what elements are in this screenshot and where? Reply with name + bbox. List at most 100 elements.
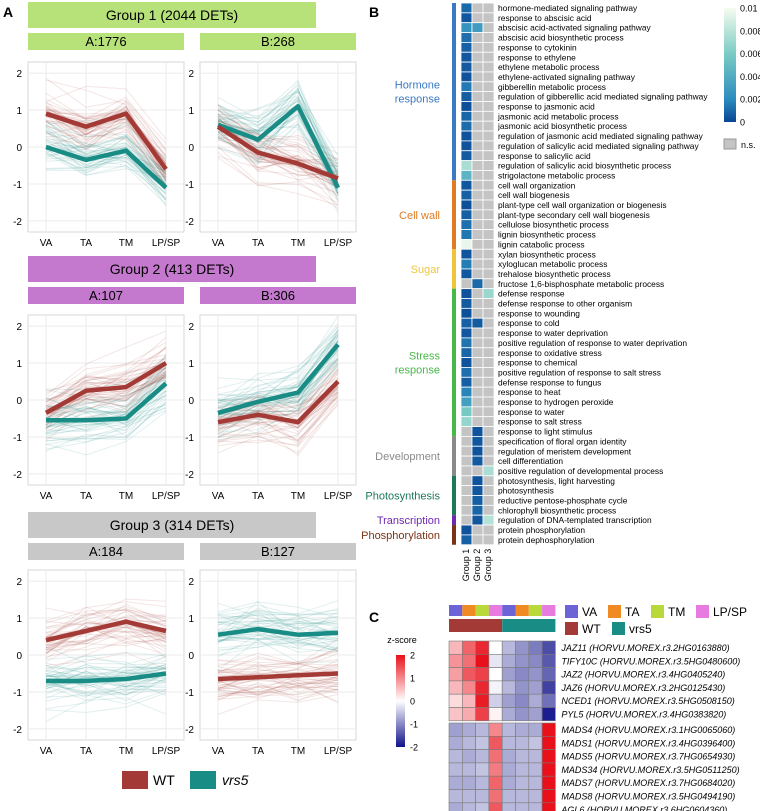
- trajectory-line: [45, 598, 167, 629]
- trajectory-line: [217, 633, 339, 653]
- zscore-cell: [501, 762, 516, 777]
- zscore-cell: [528, 789, 543, 804]
- go-cell: [460, 288, 473, 299]
- trajectory-line: [45, 655, 167, 678]
- y-tick-label: 0: [188, 143, 194, 154]
- trajectory-line: [45, 100, 167, 150]
- column-label: Group 1: [461, 549, 471, 582]
- trajectory-line: [217, 682, 339, 704]
- gene-label: JAZ2 (HORVU.MOREX.r3.4HG0405240): [560, 670, 725, 680]
- zscore-cell: [461, 693, 476, 708]
- gene-label: JAZ6 (HORVU.MOREX.r3.2HG0125430): [560, 683, 725, 693]
- category-bar: [452, 525, 456, 545]
- zscore-cell: [541, 802, 556, 811]
- go-cell: [460, 248, 473, 260]
- zscore-cell: [515, 775, 530, 790]
- subgroup-label: A:107: [89, 288, 123, 303]
- trajectory-line: [217, 600, 339, 616]
- genotype-strip-wt: [449, 619, 503, 632]
- go-cell: [482, 130, 495, 142]
- go-term-label: response to water deprivation: [498, 328, 608, 338]
- go-cell: [460, 435, 473, 447]
- go-cell: [471, 229, 484, 240]
- go-term-label: cell wall organization: [498, 180, 576, 190]
- x-tick-label: LP/SP: [152, 746, 181, 757]
- trajectory-line: [217, 360, 339, 425]
- trajectory-line: [217, 125, 339, 188]
- legend-wt-swatch: [122, 771, 148, 789]
- trajectory-line: [217, 686, 339, 700]
- x-tick-label: LP/SP: [324, 491, 353, 502]
- go-cell: [482, 465, 495, 477]
- zscore-cell: [475, 653, 490, 668]
- zscore-cell: [448, 735, 463, 750]
- legend-vrs5-label: vrs5: [222, 772, 249, 788]
- go-cell: [460, 524, 473, 536]
- trajectory-line: [217, 368, 339, 415]
- go-cell: [471, 179, 484, 191]
- trajectory-line: [217, 120, 339, 179]
- trajectory-line: [45, 158, 167, 199]
- trajectory-line: [45, 363, 167, 400]
- zscore-cell: [461, 749, 476, 764]
- y-tick-label: 1: [188, 359, 194, 370]
- gene-label: MADS34 (HORVU.MOREX.r3.5HG0511250): [561, 765, 739, 775]
- legend-genotype-swatch: [612, 622, 625, 635]
- trajectory-line: [45, 394, 167, 425]
- zscore-cell: [448, 762, 463, 777]
- go-cell: [471, 209, 484, 221]
- legend-stage-label: VA: [582, 605, 597, 619]
- trajectory-line: [45, 375, 167, 419]
- go-term-label: fructose 1,6-bisphosphate metabolic proc…: [498, 279, 664, 289]
- go-term-label: response to water: [498, 407, 565, 417]
- trajectory-line: [45, 398, 167, 442]
- trajectory-line: [45, 153, 167, 195]
- mean-line-vrs5: [217, 104, 341, 189]
- trajectory-line: [45, 113, 167, 181]
- trajectory-line: [217, 607, 339, 639]
- trajectory-line: [45, 666, 167, 680]
- zscore-cell: [475, 667, 490, 682]
- go-term-label: lignin catabolic process: [498, 239, 585, 249]
- trajectory-line: [217, 349, 339, 417]
- go-cell: [460, 514, 473, 526]
- trajectory-line: [217, 128, 339, 200]
- trajectory-line: [45, 365, 167, 417]
- x-tick-label: VA: [40, 746, 53, 757]
- zscore-cell: [501, 680, 516, 695]
- zscore-cell: [475, 680, 490, 695]
- go-cell: [471, 386, 484, 398]
- go-cell: [471, 435, 484, 447]
- subgroup-label-bar: [200, 287, 356, 304]
- go-cell: [460, 386, 473, 398]
- zscore-cell: [541, 640, 556, 655]
- go-cell: [460, 130, 473, 142]
- trajectory-line: [45, 375, 167, 414]
- trajectory-line: [45, 370, 167, 441]
- go-cell: [471, 495, 484, 506]
- zscore-cell: [541, 707, 556, 722]
- trajectory-line: [217, 329, 339, 401]
- go-cell: [471, 219, 484, 230]
- trajectory-line: [217, 676, 339, 687]
- trajectory-line: [217, 677, 339, 695]
- go-cell: [482, 495, 495, 506]
- zscore-cell: [515, 667, 530, 682]
- trajectory-line: [45, 139, 167, 178]
- y-tick-label: 0: [16, 396, 22, 407]
- go-cell: [482, 22, 495, 33]
- trajectory-line: [217, 385, 339, 428]
- zscore-cell: [448, 789, 463, 804]
- trajectory-line: [217, 694, 339, 715]
- trajectory-line: [217, 614, 339, 638]
- y-tick-label: 0: [188, 396, 194, 407]
- go-cell: [460, 455, 473, 467]
- go-cell: [471, 238, 484, 250]
- y-tick-label: 0: [16, 651, 22, 662]
- category-label: response: [395, 94, 440, 106]
- trajectory-line: [217, 335, 339, 409]
- zscore-cell: [488, 667, 503, 682]
- trajectory-line: [45, 96, 167, 151]
- trajectory-line: [45, 347, 167, 401]
- trajectory-line: [217, 120, 339, 181]
